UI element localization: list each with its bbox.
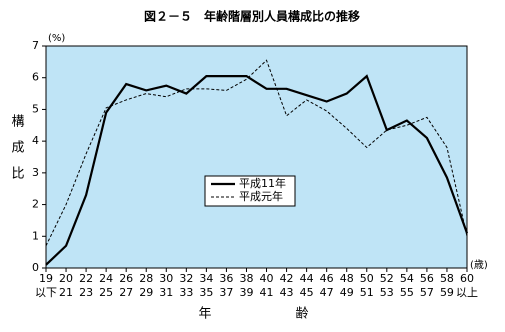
x-tick-label: 40 [260, 272, 274, 285]
legend-label: 平成元年 [239, 189, 283, 203]
line-series [45, 74, 469, 266]
x-tick-label: 33 [179, 286, 193, 299]
x-tick-label: 49 [340, 286, 354, 299]
line-series [45, 59, 468, 247]
x-tick-label: 42 [280, 272, 294, 285]
x-tick-label: 38 [239, 272, 253, 285]
x-tick-label: 25 [99, 286, 113, 299]
x-tick-label: 39 [239, 286, 253, 299]
chart-title: 図２－５ 年齢階層別人員構成比の推移 [144, 9, 360, 24]
x-tick-label: 59 [440, 286, 454, 299]
x-tick-label: 22 [79, 272, 93, 285]
y-tick-label: 7 [32, 39, 39, 52]
x-tick-label: 27 [119, 286, 133, 299]
x-tick-label: 35 [199, 286, 213, 299]
x-tick-label: 37 [219, 286, 233, 299]
x-tick-label: 29 [139, 286, 153, 299]
x-tick-label: 48 [340, 272, 354, 285]
y-tick-label: 2 [32, 198, 39, 211]
x-tick-label: 45 [300, 286, 314, 299]
x-tick-label: 54 [400, 272, 414, 285]
y-label: 比 [11, 167, 24, 182]
x-tick-label: 41 [260, 286, 274, 299]
x-tick-label: 以上 [456, 286, 478, 299]
x-label: 齢 [295, 307, 308, 322]
y-tick-label: 1 [32, 229, 39, 242]
y-tick-label: 3 [32, 166, 39, 179]
x-tick-label: 60 [460, 272, 474, 285]
x-tick-label: 44 [300, 272, 314, 285]
x-tick-label: 以下 [35, 286, 57, 299]
y-label: 成 [11, 141, 24, 156]
plot-area [45, 45, 468, 269]
y-tick-label: 0 [32, 261, 39, 274]
x-tick-label: 31 [159, 286, 173, 299]
x-tick-label: 34 [199, 272, 213, 285]
x-tick-label: 55 [400, 286, 414, 299]
x-tick-label: 21 [59, 286, 73, 299]
x-tick-label: 23 [79, 286, 93, 299]
x-unit: (歳) [470, 259, 488, 271]
legend [204, 175, 296, 207]
x-tick-label: 24 [99, 272, 113, 285]
x-tick-label: 28 [139, 272, 153, 285]
x-tick-label: 43 [280, 286, 294, 299]
y-tick-label: 4 [32, 134, 39, 147]
legend-label: 平成11年 [239, 176, 286, 190]
x-tick-label: 19 [39, 272, 53, 285]
x-tick-label: 47 [320, 286, 334, 299]
x-tick-label: 52 [380, 272, 394, 285]
x-tick-label: 46 [320, 272, 334, 285]
x-tick-label: 58 [440, 272, 454, 285]
x-tick-label: 36 [219, 272, 233, 285]
x-label: 年 [198, 307, 211, 322]
x-tick-label: 30 [159, 272, 173, 285]
y-label: 構 [11, 115, 24, 130]
x-tick-label: 57 [420, 286, 434, 299]
x-tick-label: 53 [380, 286, 394, 299]
y-tick-label: 6 [32, 71, 39, 84]
x-tick-label: 32 [179, 272, 193, 285]
x-tick-label: 20 [59, 272, 73, 285]
x-tick-label: 26 [119, 272, 133, 285]
y-unit: (%) [48, 33, 65, 44]
x-tick-label: 56 [420, 272, 434, 285]
y-tick-label: 5 [32, 102, 39, 115]
x-tick-label: 50 [360, 272, 374, 285]
x-tick-label: 51 [360, 286, 374, 299]
